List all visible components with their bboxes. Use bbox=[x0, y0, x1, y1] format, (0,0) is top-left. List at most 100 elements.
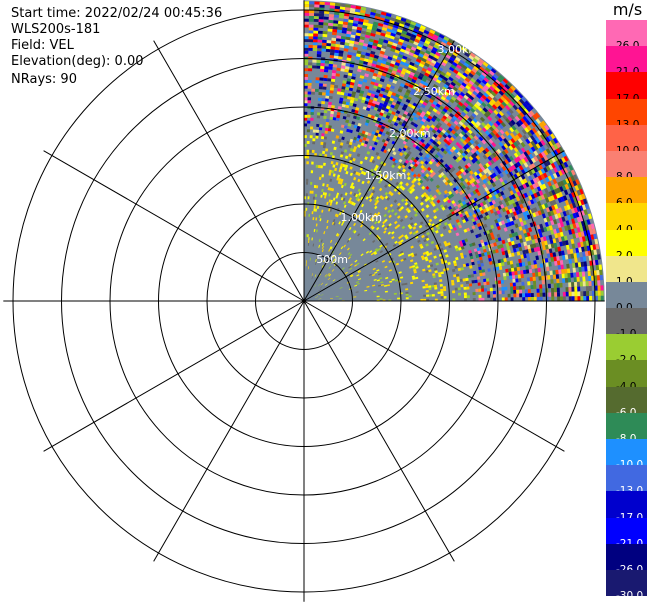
velocity-gate bbox=[463, 286, 467, 290]
velocity-gate bbox=[570, 197, 575, 204]
velocity-gate bbox=[504, 169, 509, 175]
velocity-gate bbox=[375, 196, 380, 200]
velocity-gate bbox=[338, 147, 342, 152]
velocity-gate bbox=[573, 272, 577, 278]
velocity-gate bbox=[572, 202, 577, 209]
velocity-gate bbox=[590, 270, 594, 276]
velocity-gate bbox=[528, 170, 534, 176]
velocity-gate bbox=[525, 210, 530, 216]
velocity-gate bbox=[584, 266, 588, 272]
velocity-gate bbox=[484, 130, 490, 136]
velocity-gate bbox=[324, 104, 329, 108]
velocity-gate bbox=[522, 115, 528, 122]
azimuth-spoke bbox=[303, 150, 565, 302]
velocity-gate bbox=[480, 209, 485, 215]
velocity-gate bbox=[546, 226, 551, 232]
velocity-gate bbox=[469, 139, 475, 145]
velocity-gate bbox=[501, 194, 507, 200]
velocity-gate bbox=[548, 140, 554, 147]
velocity-gate bbox=[384, 174, 389, 178]
velocity-gate bbox=[470, 182, 476, 188]
velocity-gate bbox=[366, 180, 371, 184]
velocity-gate bbox=[454, 113, 460, 119]
velocity-gate bbox=[438, 74, 445, 79]
velocity-gate bbox=[497, 273, 501, 278]
velocity-gate bbox=[435, 262, 439, 266]
velocity-gate bbox=[547, 129, 553, 135]
velocity-gate bbox=[593, 233, 598, 240]
velocity-gate bbox=[311, 190, 314, 194]
velocity-gate bbox=[446, 141, 451, 146]
velocity-gate bbox=[342, 80, 347, 84]
velocity-gate bbox=[442, 149, 448, 155]
velocity-gate bbox=[474, 251, 479, 256]
velocity-gate bbox=[467, 141, 473, 147]
velocity-gate bbox=[440, 233, 444, 237]
velocity-gate bbox=[485, 162, 490, 168]
velocity-gate bbox=[503, 227, 508, 232]
velocity-gate bbox=[390, 32, 396, 37]
velocity-gate bbox=[445, 88, 451, 94]
velocity-gate bbox=[462, 196, 467, 201]
velocity-gate bbox=[516, 166, 521, 173]
velocity-gate bbox=[563, 296, 566, 301]
velocity-gate bbox=[517, 274, 522, 279]
velocity-gate bbox=[438, 126, 444, 132]
velocity-gate bbox=[365, 10, 371, 15]
velocity-gate bbox=[506, 110, 512, 116]
velocity-gate bbox=[582, 281, 586, 287]
velocity-gate bbox=[464, 52, 470, 58]
velocity-gate bbox=[453, 227, 457, 231]
velocity-gate bbox=[410, 171, 415, 176]
velocity-gate bbox=[322, 150, 326, 154]
velocity-gate bbox=[491, 124, 497, 130]
velocity-gate bbox=[545, 159, 551, 166]
velocity-gate bbox=[425, 204, 430, 209]
velocity-gate bbox=[315, 259, 317, 262]
velocity-gate bbox=[378, 284, 382, 287]
velocity-gate bbox=[420, 138, 425, 143]
colorbar-cell: 6.0 bbox=[606, 177, 647, 209]
velocity-gate bbox=[561, 273, 565, 279]
velocity-gate bbox=[428, 194, 433, 199]
velocity-gate bbox=[468, 95, 475, 101]
velocity-gate bbox=[469, 243, 473, 247]
velocity-gate bbox=[361, 66, 367, 71]
velocity-gate bbox=[316, 62, 321, 66]
velocity-gate bbox=[542, 292, 546, 297]
velocity-gate bbox=[323, 19, 329, 23]
velocity-gate bbox=[553, 204, 559, 210]
velocity-gate bbox=[475, 133, 481, 139]
colorbar-cell: 8.0 bbox=[606, 150, 647, 183]
velocity-gate bbox=[398, 38, 405, 43]
velocity-gate bbox=[436, 226, 441, 230]
velocity-gate bbox=[440, 147, 445, 152]
velocity-gate bbox=[363, 58, 369, 63]
velocity-gate bbox=[405, 288, 409, 291]
velocity-gate bbox=[308, 30, 314, 34]
velocity-gate bbox=[403, 151, 408, 156]
velocity-gate bbox=[322, 192, 326, 196]
velocity-gate bbox=[437, 191, 442, 196]
velocity-gate bbox=[374, 248, 378, 251]
velocity-gate bbox=[447, 195, 452, 200]
velocity-gate bbox=[386, 112, 392, 117]
velocity-gate bbox=[437, 272, 442, 275]
velocity-gate bbox=[439, 64, 445, 69]
velocity-gate bbox=[339, 145, 343, 149]
velocity-gate bbox=[379, 298, 383, 300]
velocity-gate bbox=[348, 144, 352, 148]
velocity-gate bbox=[381, 106, 386, 111]
velocity-gate bbox=[363, 159, 367, 163]
velocity-gate bbox=[358, 138, 363, 143]
velocity-gate bbox=[500, 109, 507, 115]
velocity-gate bbox=[328, 95, 333, 100]
velocity-gate bbox=[432, 56, 438, 62]
velocity-gate bbox=[547, 283, 551, 289]
velocity-gate bbox=[547, 135, 553, 141]
velocity-gate bbox=[348, 19, 354, 23]
velocity-gate bbox=[367, 23, 373, 28]
velocity-gate bbox=[315, 223, 318, 227]
velocity-gate bbox=[537, 116, 544, 123]
velocity-gate bbox=[318, 215, 321, 219]
